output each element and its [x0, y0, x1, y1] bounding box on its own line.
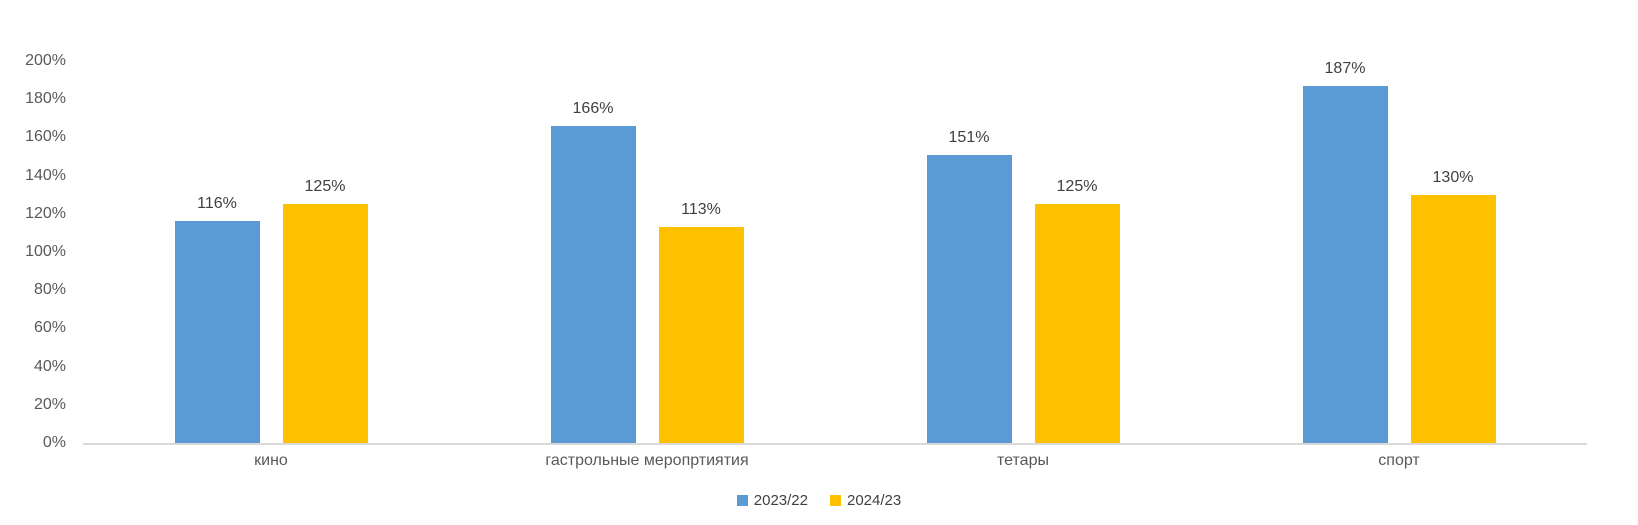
data-label: 151% — [948, 128, 990, 146]
bar-2023/22-кино — [174, 221, 260, 443]
legend: 2023/22 2024/23 — [0, 492, 1638, 509]
y-axis-tick-label: 100% — [25, 243, 66, 260]
category-label: тетары — [997, 452, 1049, 469]
legend-item-2024/23: 2024/23 — [830, 492, 901, 509]
legend-label: 2024/23 — [847, 492, 902, 509]
legend-swatch-icon — [830, 495, 841, 506]
bar-2024/23-гастрольные меропртиятия — [658, 227, 744, 443]
y-axis-tick-label: 140% — [25, 166, 66, 184]
data-label: 166% — [572, 99, 614, 117]
data-label: 187% — [1324, 59, 1366, 77]
bar-2024/23-спорт — [1410, 194, 1496, 443]
y-axis-tick-label: 160% — [25, 128, 66, 146]
x-axis-line — [83, 443, 1587, 445]
category-label: кино — [254, 452, 288, 469]
y-axis-tick-label: 20% — [33, 395, 66, 413]
data-label: 125% — [1056, 178, 1098, 196]
legend-swatch-icon — [736, 495, 748, 506]
y-axis-tick-label: 120% — [25, 204, 66, 222]
y-axis-tick-label: 80% — [33, 281, 66, 299]
bar-2023/22-гастрольные меропртиятия — [550, 125, 636, 443]
category-label: гастрольные меропртиятия — [545, 452, 749, 469]
bar-2023/22-спорт — [1302, 85, 1388, 443]
legend-item-2023/22: 2023/22 — [736, 492, 808, 509]
bar-2024/23-кино — [282, 204, 368, 443]
y-axis-tick-label: 200% — [25, 52, 66, 69]
legend-label: 2023/22 — [753, 492, 808, 509]
y-axis-tick-label: 40% — [33, 357, 66, 375]
data-label: 116% — [197, 195, 237, 213]
bar-2024/23-тетары — [1034, 204, 1120, 443]
data-label: 125% — [304, 178, 346, 196]
y-axis-tick-label: 60% — [33, 319, 66, 337]
category-label: спорт — [1378, 452, 1420, 469]
y-axis-tick-label: 0% — [42, 434, 66, 451]
bar-2023/22-тетары — [926, 154, 1012, 443]
data-label: 113% — [681, 201, 721, 219]
y-axis-tick-label: 180% — [25, 90, 66, 108]
data-label: 130% — [1432, 168, 1474, 186]
